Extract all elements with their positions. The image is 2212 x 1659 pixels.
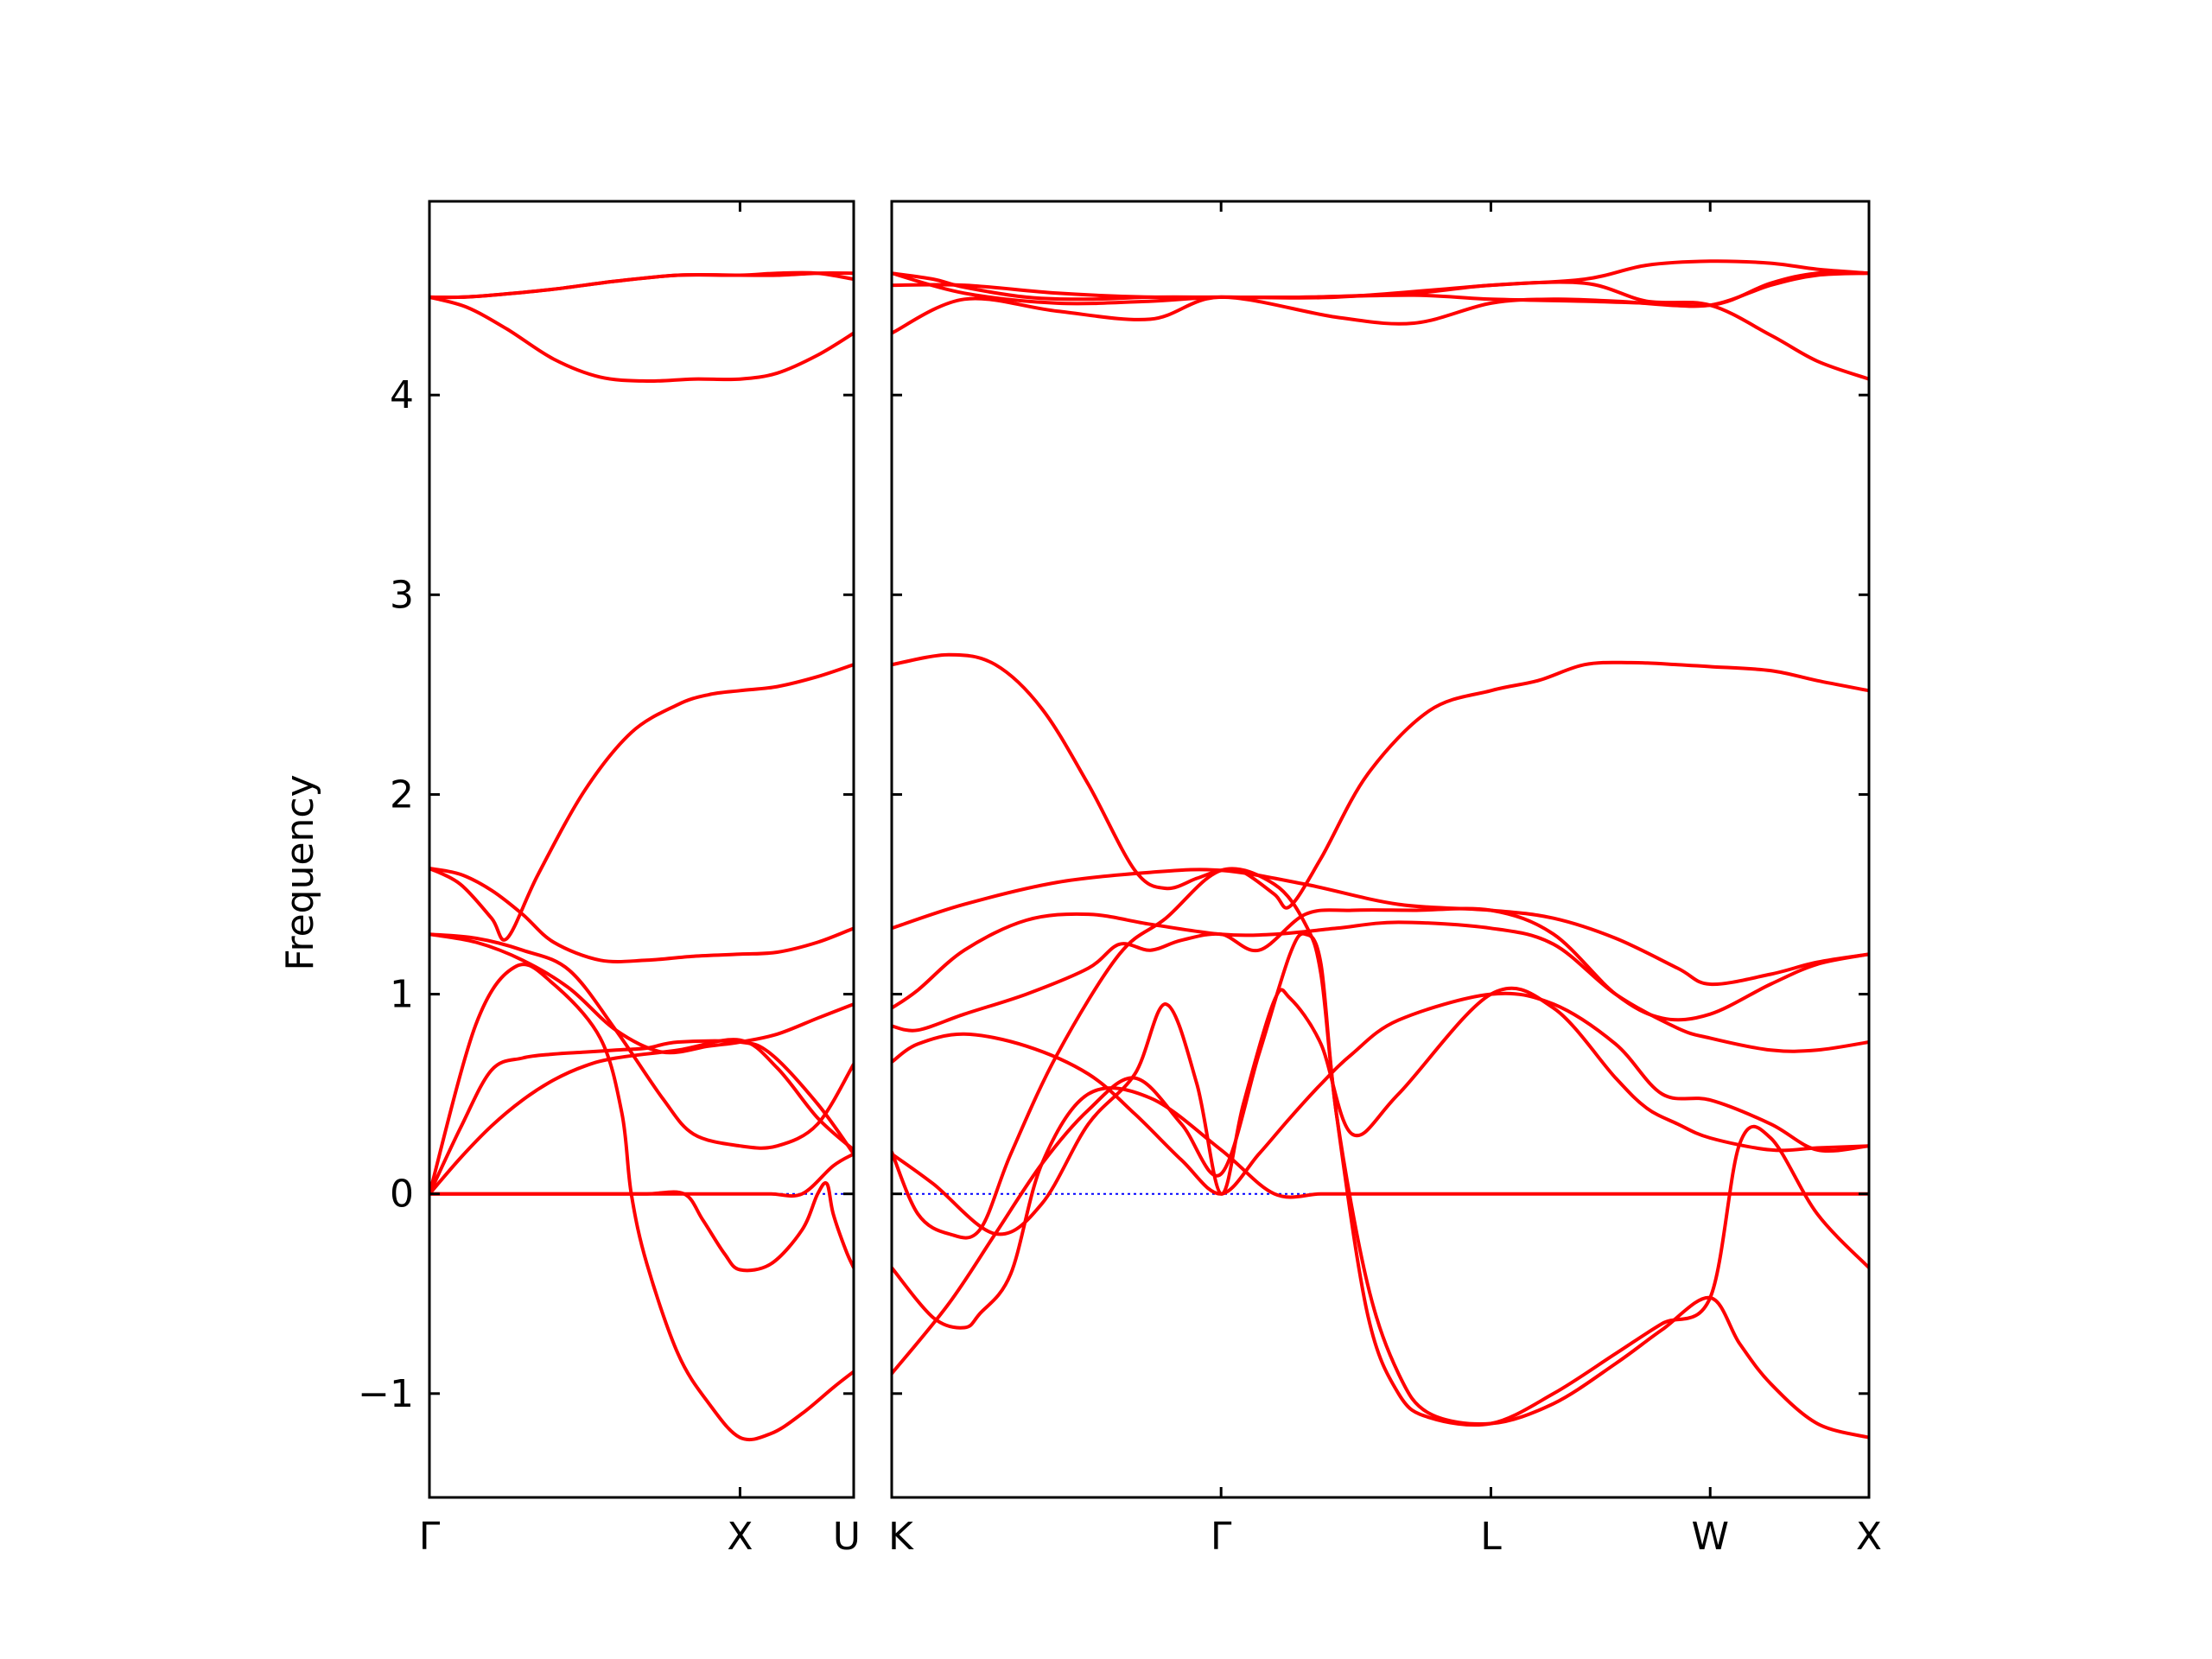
band-line	[429, 663, 854, 942]
band-line	[892, 868, 1869, 987]
x-tick-label: K	[888, 1515, 914, 1559]
x-tick-label: X	[727, 1515, 753, 1559]
y-tick-label: 0	[390, 1173, 414, 1217]
band-line	[429, 295, 854, 384]
y-tick-label: 4	[390, 373, 414, 417]
band-line	[429, 932, 854, 1055]
band-line	[429, 1152, 854, 1198]
y-tick-label: 2	[390, 772, 414, 817]
panel-frame	[428, 200, 855, 1499]
x-tick-label: L	[1480, 1515, 1502, 1559]
band-line	[892, 931, 1869, 1440]
x-tick-label: W	[1691, 1515, 1729, 1559]
y-tick-label: −1	[358, 1372, 414, 1416]
band-line	[429, 867, 854, 963]
band-line	[892, 271, 1869, 308]
band-line	[892, 986, 1869, 1236]
band-line	[892, 906, 1869, 1033]
y-tick-label: 3	[390, 573, 414, 617]
x-tick-label: U	[833, 1515, 861, 1559]
band-line	[429, 270, 854, 300]
series-lines	[429, 259, 1869, 1442]
band-line	[892, 1086, 1869, 1330]
x-tick-label: Γ	[1211, 1515, 1232, 1559]
band-line	[429, 963, 854, 1442]
ticks	[428, 201, 1871, 1497]
tick-labels: −1 0 1 2 3 4 Γ X U K Γ L W X	[358, 373, 1882, 1559]
band-line	[429, 1039, 854, 1196]
y-axis-label: Frequency	[278, 774, 322, 970]
band-line	[892, 867, 1869, 1427]
panel-frame	[890, 200, 1871, 1499]
panel-frames	[428, 200, 1871, 1499]
x-tick-label: X	[1856, 1515, 1882, 1559]
band-line	[429, 932, 854, 1150]
band-line	[892, 652, 1869, 910]
band-line	[892, 912, 1869, 1053]
y-tick-label: 1	[390, 973, 414, 1017]
band-line	[892, 259, 1869, 306]
band-line	[429, 1038, 854, 1196]
x-tick-label: Γ	[419, 1515, 441, 1559]
